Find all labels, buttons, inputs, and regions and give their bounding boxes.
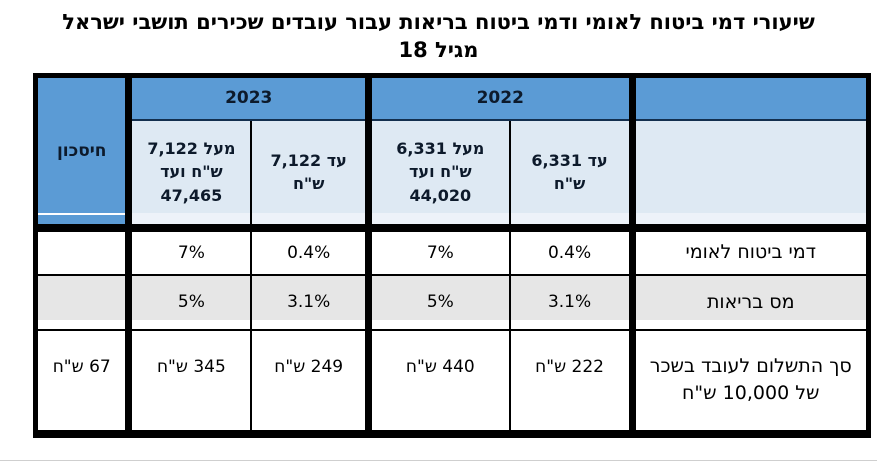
bracket-2023-above: מעל 7,122 ש"ח ועד 47,465: [125, 118, 253, 232]
value-health-tax-2023-upto: 3.1%: [250, 273, 370, 331]
value-total-2023-upto: 249 ש"ח: [250, 328, 370, 434]
value-health-tax-savings: [34, 273, 130, 331]
value-health-tax-2022-above: 5%: [365, 273, 511, 331]
bracket-2022-above: מעל 6,331 ש"ח ועד 44,020: [365, 118, 511, 232]
row-label-health-tax: מס בריאות: [628, 273, 870, 331]
row-label-national-insurance: דמי ביטוח לאומי: [628, 226, 870, 276]
year-header-row: 2022 2023 חיסכון: [34, 74, 870, 232]
page-title: שיעורי דמי ביטוח לאומי ודמי ביטוח בריאות…: [0, 0, 877, 64]
table-row-health-tax: מס בריאות 3.1% 5% 3.1% 5%: [34, 273, 870, 331]
value-health-tax-2022-upto: 3.1%: [508, 273, 634, 331]
savings-column-header: חיסכון: [34, 74, 130, 232]
year-header-2022: 2022: [365, 74, 634, 121]
value-total-savings: 67 ש"ח: [34, 328, 130, 434]
value-national-insurance-2023-upto: 0.4%: [250, 226, 370, 276]
insurance-rates-table: 2022 2023 חיסכון עד 6,331 ש"ח מעל 6,331 …: [33, 73, 871, 438]
row-label-column-header: [628, 74, 870, 121]
value-total-2022-upto: 222 ש"ח: [508, 328, 634, 434]
value-national-insurance-2022-upto: 0.4%: [508, 226, 634, 276]
title-line-1: שיעורי דמי ביטוח לאומי ודמי ביטוח בריאות…: [62, 10, 815, 34]
bottom-divider-line: [0, 460, 877, 461]
row-label-column-subheader: [628, 118, 870, 232]
bracket-2023-upto: עד 7,122 ש"ח: [250, 118, 370, 232]
title-line-2: מגיל 18: [398, 38, 479, 62]
value-health-tax-2023-above: 5%: [125, 273, 253, 331]
bracket-header-row: עד 6,331 ש"ח מעל 6,331 ש"ח ועד 44,020 עד…: [36, 118, 870, 232]
value-national-insurance-2023-above: 7%: [125, 226, 253, 276]
year-header-2023: 2023: [125, 74, 370, 121]
value-national-insurance-savings: [34, 226, 130, 276]
value-total-2022-above: 440 ש"ח: [365, 328, 511, 434]
table-row-total-payment: סך התשלום לעובד בשכר של 10,000 ש"ח 222 ש…: [34, 328, 870, 434]
value-total-2023-above: 345 ש"ח: [125, 328, 253, 434]
bracket-2022-upto: עד 6,331 ש"ח: [508, 118, 634, 232]
value-national-insurance-2022-above: 7%: [365, 226, 511, 276]
table-row-national-insurance: דמי ביטוח לאומי 0.4% 7% 0.4% 7%: [34, 226, 870, 276]
row-label-total-payment: סך התשלום לעובד בשכר של 10,000 ש"ח: [628, 328, 870, 434]
